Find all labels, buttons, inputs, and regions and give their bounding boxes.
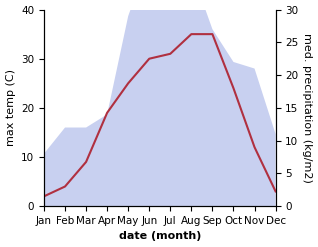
- Y-axis label: med. precipitation (kg/m2): med. precipitation (kg/m2): [302, 33, 313, 183]
- Y-axis label: max temp (C): max temp (C): [5, 69, 16, 146]
- X-axis label: date (month): date (month): [119, 231, 201, 242]
